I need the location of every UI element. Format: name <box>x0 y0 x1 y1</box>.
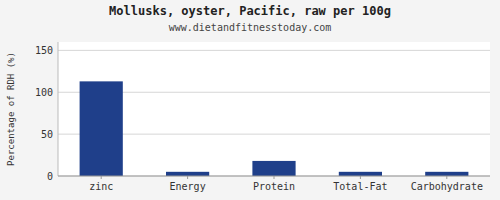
chart-container: 0 50 100 150 zinc Energy Protein Total-Fat Carbo… <box>0 0 500 200</box>
bars <box>80 81 469 176</box>
plot-background <box>58 42 490 176</box>
title: Mollusks, oyster, Pacific, raw per 100g <box>109 4 391 18</box>
x-axis: zinc Energy Protein Total-Fat Carbohydrate <box>58 176 490 192</box>
y-axis: 0 50 100 150 <box>35 42 490 182</box>
x-tick <box>360 176 361 179</box>
subtitle: www.dietandfitnesstoday.com <box>169 22 332 33</box>
x-tick-label: Carbohydrate <box>411 181 483 192</box>
x-tick-label: Total-Fat <box>333 181 387 192</box>
bar <box>166 172 209 176</box>
y-tick-label: 0 <box>47 171 53 182</box>
x-tick-label: zinc <box>89 181 113 192</box>
y-axis-line <box>58 42 59 176</box>
x-tick-label: Energy <box>170 181 206 192</box>
chart-svg: 0 50 100 150 zinc Energy Protein Total-Fat Carbo… <box>0 0 500 200</box>
x-tick-label: Protein <box>253 181 295 192</box>
x-tick <box>101 176 102 179</box>
y-axis-label: Percentage of RDH (%) <box>6 52 16 166</box>
bar <box>80 81 123 176</box>
bar <box>339 172 382 176</box>
x-tick <box>187 176 188 179</box>
x-tick <box>274 176 275 179</box>
y-tick-label: 50 <box>41 129 53 140</box>
bar <box>252 161 295 176</box>
x-tick <box>446 176 447 179</box>
grid-line <box>58 50 490 51</box>
y-tick-label: 100 <box>35 87 53 98</box>
bar <box>425 172 468 176</box>
y-tick-label: 150 <box>35 45 53 56</box>
